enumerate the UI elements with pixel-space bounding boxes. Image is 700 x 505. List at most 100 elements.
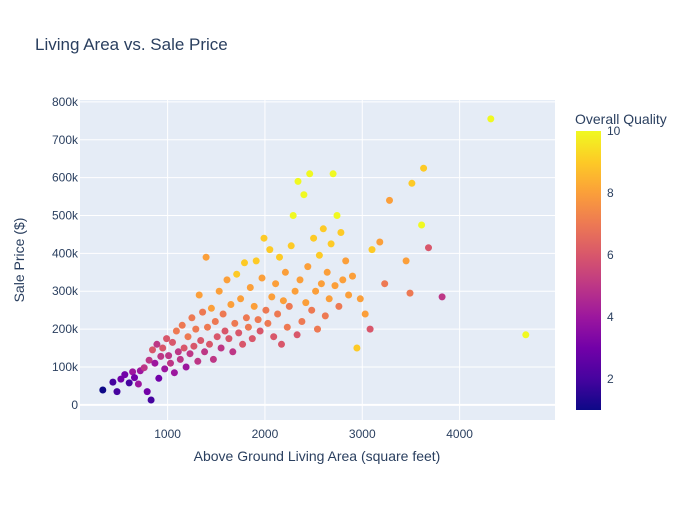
data-point bbox=[366, 325, 374, 333]
data-point bbox=[215, 287, 223, 295]
data-point bbox=[281, 268, 289, 276]
data-point bbox=[386, 196, 393, 204]
data-point bbox=[487, 115, 495, 123]
data-point bbox=[329, 170, 337, 178]
data-point bbox=[321, 312, 329, 320]
data-point bbox=[155, 374, 163, 382]
data-point bbox=[129, 368, 137, 376]
data-point bbox=[169, 338, 176, 346]
plot-background bbox=[80, 100, 555, 420]
data-point bbox=[438, 293, 446, 301]
data-point bbox=[325, 295, 333, 303]
colorbar-tick-labels: 2 4 6 8 10 bbox=[607, 124, 621, 386]
data-point bbox=[206, 340, 213, 348]
data-point bbox=[381, 280, 389, 288]
data-point bbox=[202, 253, 210, 261]
data-point bbox=[223, 276, 231, 284]
data-point bbox=[134, 380, 142, 388]
data-point bbox=[425, 244, 432, 252]
data-point bbox=[239, 340, 247, 348]
y-tick-label: 600k bbox=[52, 171, 79, 185]
data-point bbox=[184, 333, 192, 341]
data-point bbox=[167, 359, 174, 367]
data-point bbox=[302, 299, 310, 307]
data-point bbox=[213, 333, 221, 341]
data-point bbox=[131, 374, 138, 382]
data-point bbox=[235, 329, 243, 337]
data-point bbox=[109, 378, 117, 386]
data-point bbox=[274, 310, 282, 318]
data-point bbox=[194, 357, 202, 365]
data-point bbox=[233, 270, 241, 278]
data-point bbox=[201, 348, 209, 356]
data-point bbox=[287, 242, 295, 250]
data-point bbox=[244, 323, 252, 331]
data-point bbox=[278, 340, 285, 348]
y-tick-label: 200k bbox=[52, 322, 79, 336]
x-tick-label: 4000 bbox=[446, 427, 473, 441]
data-point bbox=[291, 287, 299, 295]
data-point bbox=[241, 259, 248, 267]
data-point bbox=[219, 310, 227, 318]
data-point bbox=[204, 323, 211, 331]
data-point bbox=[402, 257, 410, 265]
data-point bbox=[312, 287, 320, 295]
data-point bbox=[221, 327, 229, 335]
data-point bbox=[408, 179, 416, 187]
data-point bbox=[315, 251, 323, 259]
data-point bbox=[165, 352, 173, 360]
data-points bbox=[99, 115, 530, 404]
data-point bbox=[368, 246, 376, 254]
data-point bbox=[237, 295, 245, 303]
data-point bbox=[294, 177, 302, 185]
data-point bbox=[406, 289, 414, 297]
colorbar-tick-label: 2 bbox=[607, 372, 614, 386]
data-point bbox=[333, 212, 341, 219]
colorbar-tick-label: 6 bbox=[607, 248, 614, 262]
data-point bbox=[376, 238, 384, 246]
data-point bbox=[163, 335, 171, 343]
data-point bbox=[178, 321, 186, 329]
data-point bbox=[176, 355, 184, 363]
data-point bbox=[207, 304, 215, 312]
data-point bbox=[125, 379, 133, 387]
data-point bbox=[192, 325, 200, 333]
y-tick-label: 500k bbox=[52, 209, 79, 223]
data-point bbox=[159, 344, 167, 352]
data-point bbox=[151, 359, 159, 367]
data-point bbox=[153, 340, 161, 348]
colorbar-tick-label: 4 bbox=[607, 310, 614, 324]
data-point bbox=[293, 331, 301, 339]
x-tick-label: 1000 bbox=[154, 427, 181, 441]
data-point bbox=[262, 306, 270, 314]
y-tick-label: 800k bbox=[52, 95, 79, 109]
data-point bbox=[254, 316, 262, 324]
data-point bbox=[145, 356, 153, 364]
y-tick-labels: 0 100k 200k 300k 400k 500k 600k 700k 800k bbox=[52, 95, 79, 412]
data-point bbox=[361, 310, 369, 318]
data-point bbox=[339, 276, 347, 284]
data-point bbox=[252, 257, 260, 265]
data-point bbox=[258, 274, 266, 282]
data-point bbox=[209, 355, 217, 363]
data-point bbox=[319, 225, 327, 233]
data-point bbox=[170, 369, 178, 377]
data-point bbox=[310, 234, 318, 242]
x-axis-title: Above Ground Living Area (square feet) bbox=[194, 448, 441, 464]
data-point bbox=[327, 240, 335, 248]
data-point bbox=[418, 221, 426, 229]
data-point bbox=[306, 170, 314, 178]
data-point bbox=[353, 344, 361, 352]
data-point bbox=[266, 246, 274, 254]
y-axis-title: Sale Price ($) bbox=[11, 218, 27, 303]
data-point bbox=[276, 253, 283, 261]
data-point bbox=[308, 306, 316, 314]
data-point bbox=[298, 318, 306, 325]
data-point bbox=[248, 335, 256, 343]
data-point bbox=[121, 371, 129, 379]
data-point bbox=[231, 319, 239, 327]
data-point bbox=[99, 386, 107, 394]
data-point bbox=[172, 327, 180, 335]
data-point bbox=[227, 301, 235, 308]
y-tick-label: 0 bbox=[71, 398, 78, 412]
